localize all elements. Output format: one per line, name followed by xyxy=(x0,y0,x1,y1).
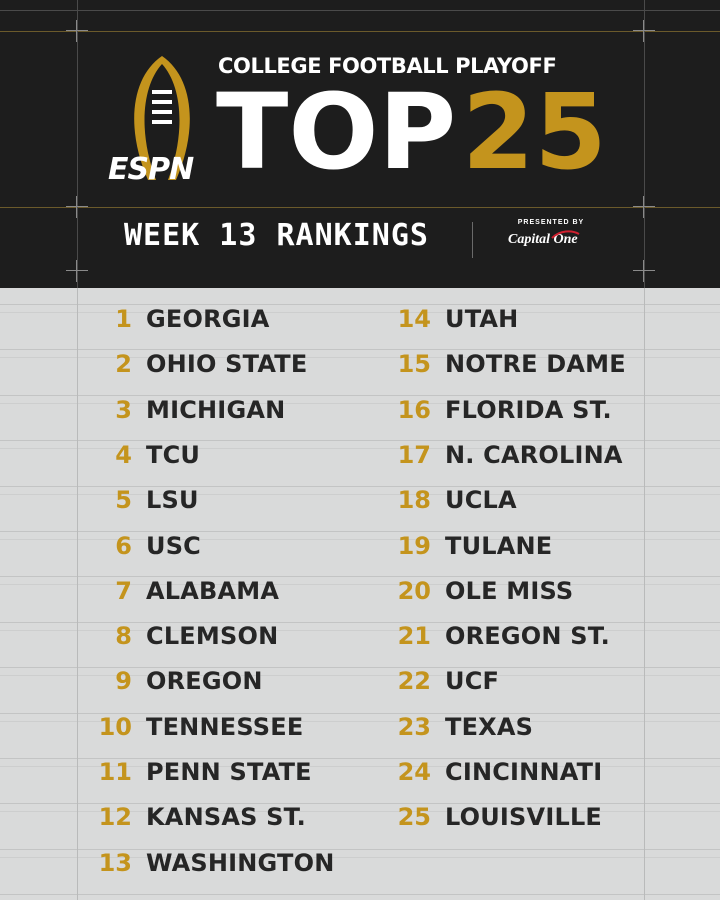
header-guide-line xyxy=(0,10,720,11)
rank-number: 19 xyxy=(397,531,431,560)
ranking-row: 3 MICHIGAN xyxy=(0,393,720,427)
team-name: GEORGIA xyxy=(146,305,270,333)
team-name: OREGON ST. xyxy=(445,622,610,651)
header-divider xyxy=(472,222,473,258)
rank-number: 4 xyxy=(115,440,132,469)
team-name: OREGON xyxy=(146,667,263,696)
ranking-row: 13 WASHINGTON xyxy=(0,846,720,880)
rank-number: 16 xyxy=(397,395,431,424)
ranking-row: 12 KANSAS ST. xyxy=(0,800,720,834)
rank-number: 20 xyxy=(397,576,431,605)
header-guide-line xyxy=(644,0,645,288)
rank-number: 25 xyxy=(397,803,431,832)
team-name: CLEMSON xyxy=(146,622,279,651)
rank-number: 14 xyxy=(397,305,431,333)
rank-number: 11 xyxy=(98,758,132,786)
top-number: 25 xyxy=(462,71,607,193)
ranking-row: 10 TENNESSEE xyxy=(0,710,720,744)
team-name: TULANE xyxy=(445,531,553,560)
team-name: LSU xyxy=(146,486,199,515)
team-name: OHIO STATE xyxy=(146,350,308,379)
team-name: TENNESSEE xyxy=(146,712,304,741)
rank-number: 6 xyxy=(115,531,132,560)
rank-number: 18 xyxy=(397,486,431,515)
rank-number: 3 xyxy=(115,395,132,424)
week-title: WEEK 13 RANKINGS xyxy=(124,218,429,253)
football-trophy-icon xyxy=(134,56,190,180)
ranking-row: 24 CINCINNATI xyxy=(0,755,720,789)
crosshair-mark xyxy=(633,20,655,42)
top-word: TOP xyxy=(216,71,457,193)
ranking-row: 8 CLEMSON xyxy=(0,619,720,653)
rank-number: 17 xyxy=(397,440,431,469)
rank-number: 15 xyxy=(397,350,431,379)
swoosh-icon xyxy=(551,230,580,239)
crosshair-mark xyxy=(66,196,88,218)
crosshair-mark xyxy=(633,260,655,282)
ranking-row: 14 UTAH xyxy=(0,302,720,336)
ranking-row: 2 OHIO STATE xyxy=(0,347,720,381)
team-name: OLE MISS xyxy=(445,576,574,605)
rank-number: 8 xyxy=(115,622,132,651)
team-name: UTAH xyxy=(445,305,519,333)
crosshair-mark xyxy=(633,196,655,218)
rank-number: 10 xyxy=(98,712,132,741)
ranking-row: 21 OREGON ST. xyxy=(0,619,720,653)
ranking-row: 15 NOTRE DAME xyxy=(0,347,720,381)
rank-number: 9 xyxy=(115,667,132,696)
rank-number: 21 xyxy=(397,622,431,651)
ranking-row: 16 FLORIDA ST. xyxy=(0,393,720,427)
ranking-row: 1 GEORGIA xyxy=(0,302,720,336)
espn-logo: ESPN xyxy=(108,152,194,187)
background-grid xyxy=(0,288,720,900)
rank-number: 13 xyxy=(98,848,132,877)
team-name: LOUISVILLE xyxy=(445,803,603,832)
team-name: KANSAS ST. xyxy=(146,803,306,832)
ranking-row: 23 TEXAS xyxy=(0,710,720,744)
presented-by-label: PRESENTED BY xyxy=(517,219,585,226)
team-name: UCF xyxy=(445,667,500,696)
team-name: FLORIDA ST. xyxy=(445,395,612,424)
rank-number: 7 xyxy=(115,576,132,605)
team-name: TEXAS xyxy=(445,712,534,741)
team-name: N. CAROLINA xyxy=(445,440,623,469)
rank-number: 5 xyxy=(115,486,132,515)
rankings-list: 1 GEORGIA 2 OHIO STATE 3 MICHIGAN 4 TCU 5 LSU 6 USC… xyxy=(0,288,720,900)
team-name: NOTRE DAME xyxy=(445,350,626,379)
ranking-row: 11 PENN STATE xyxy=(0,755,720,789)
ranking-row: 19 TULANE xyxy=(0,529,720,563)
header-guide-line xyxy=(77,0,78,288)
crosshair-mark xyxy=(66,260,88,282)
team-name: ALABAMA xyxy=(146,576,280,605)
cfp-title: COLLEGE FOOTBALL PLAYOFF xyxy=(218,54,557,78)
header-rule-bottom xyxy=(0,207,720,208)
rank-number: 24 xyxy=(397,758,431,786)
team-name: MICHIGAN xyxy=(146,395,286,424)
rank-number: 23 xyxy=(397,712,431,741)
ranking-row: 17 N. CAROLINA xyxy=(0,438,720,472)
ranking-row: 18 UCLA xyxy=(0,483,720,517)
rank-number: 22 xyxy=(397,667,431,696)
team-name: WASHINGTON xyxy=(146,848,335,877)
ranking-row: 25 LOUISVILLE xyxy=(0,800,720,834)
ranking-row: 7 ALABAMA xyxy=(0,574,720,608)
crosshair-mark xyxy=(66,20,88,42)
rank-number: 2 xyxy=(115,350,132,379)
rank-number: 1 xyxy=(115,305,132,333)
ranking-row: 5 LSU xyxy=(0,483,720,517)
ranking-row: 9 OREGON xyxy=(0,664,720,698)
rank-number: 12 xyxy=(98,803,132,832)
ranking-row: 4 TCU xyxy=(0,438,720,472)
header-rule-top xyxy=(0,31,720,32)
sponsor-logo: Capital One xyxy=(508,232,578,247)
ranking-row: 20 OLE MISS xyxy=(0,574,720,608)
team-name: PENN STATE xyxy=(146,758,312,786)
team-name: USC xyxy=(146,531,201,560)
header-banner: ESPN COLLEGE FOOTBALL PLAYOFF TOP 25 WEE… xyxy=(0,0,720,288)
ranking-row: 22 UCF xyxy=(0,664,720,698)
team-name: CINCINNATI xyxy=(445,758,603,786)
ranking-row: 6 USC xyxy=(0,529,720,563)
team-name: UCLA xyxy=(445,486,517,515)
team-name: TCU xyxy=(146,440,201,469)
